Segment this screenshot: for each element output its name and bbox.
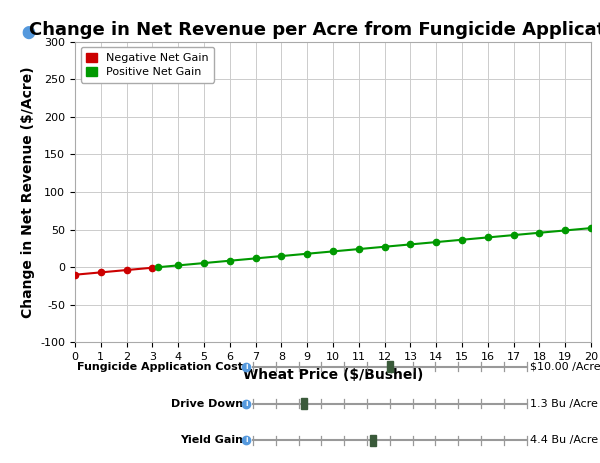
- Text: ⬤: ⬤: [22, 25, 35, 39]
- Text: Fungicide Application Cost: Fungicide Application Cost: [77, 362, 243, 372]
- FancyBboxPatch shape: [301, 398, 307, 409]
- Text: Drive Down: Drive Down: [170, 399, 243, 409]
- Text: 1.3 Bu /Acre: 1.3 Bu /Acre: [530, 399, 598, 409]
- Legend: Negative Net Gain, Positive Net Gain: Negative Net Gain, Positive Net Gain: [80, 47, 214, 82]
- Text: i: i: [245, 400, 248, 407]
- FancyBboxPatch shape: [386, 361, 393, 372]
- Text: 4.4 Bu /Acre: 4.4 Bu /Acre: [530, 435, 598, 445]
- Text: Yield Gain: Yield Gain: [180, 435, 243, 445]
- X-axis label: Wheat Price ($/Bushel): Wheat Price ($/Bushel): [243, 368, 423, 382]
- Text: $10.00 /Acre: $10.00 /Acre: [530, 362, 600, 372]
- Y-axis label: Change in Net Revenue ($/Acre): Change in Net Revenue ($/Acre): [21, 66, 35, 318]
- Title: Change in Net Revenue per Acre from Fungicide Application: Change in Net Revenue per Acre from Fung…: [29, 21, 600, 39]
- FancyBboxPatch shape: [370, 435, 376, 446]
- Text: i: i: [245, 364, 248, 370]
- Text: i: i: [245, 438, 248, 444]
